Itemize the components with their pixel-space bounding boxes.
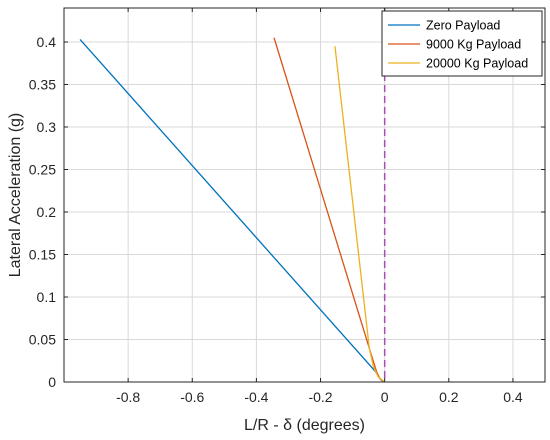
x-tick-label: 0.4 xyxy=(503,389,523,405)
legend-label: 20000 Kg Payload xyxy=(426,57,528,71)
x-tick-label: 0 xyxy=(381,389,389,405)
y-tick-label: 0.25 xyxy=(29,162,56,178)
x-tick-label: -0.8 xyxy=(116,389,140,405)
y-tick-label: 0.15 xyxy=(29,247,56,263)
y-tick-label: 0.05 xyxy=(29,332,56,348)
y-tick-label: 0.4 xyxy=(37,34,57,50)
legend-label: Zero Payload xyxy=(426,19,500,33)
x-tick-label: -0.2 xyxy=(308,389,332,405)
series-line-3 xyxy=(334,46,386,383)
ticks: -0.8 -0.6 -0.4 -0.2 0 0.2 0.4 0 0.05 0.1 0.15 0.2 0.… xyxy=(29,8,545,405)
legend-label: 9000 Kg Payload xyxy=(426,38,521,52)
x-axis-title: L/R - δ (degrees) xyxy=(244,417,365,434)
x-tick-label: -0.4 xyxy=(244,389,268,405)
series-line-2 xyxy=(273,37,386,383)
y-tick-label: 0 xyxy=(48,374,56,390)
plot-frame xyxy=(63,7,546,383)
x-tick-label: -0.6 xyxy=(180,389,204,405)
y-tick-label: 0.1 xyxy=(37,289,57,305)
y-tick-label: 0.35 xyxy=(29,77,56,93)
y-tick-label: 0.3 xyxy=(37,119,57,135)
series-layer xyxy=(79,37,386,383)
y-tick-label: 0.2 xyxy=(37,204,57,220)
series-line-1 xyxy=(79,39,385,383)
x-tick-label: 0.2 xyxy=(439,389,459,405)
y-axis-title: Lateral Acceleration (g) xyxy=(7,113,24,278)
legend: Zero Payload 9000 Kg Payload 20000 Kg Payl… xyxy=(381,10,543,77)
